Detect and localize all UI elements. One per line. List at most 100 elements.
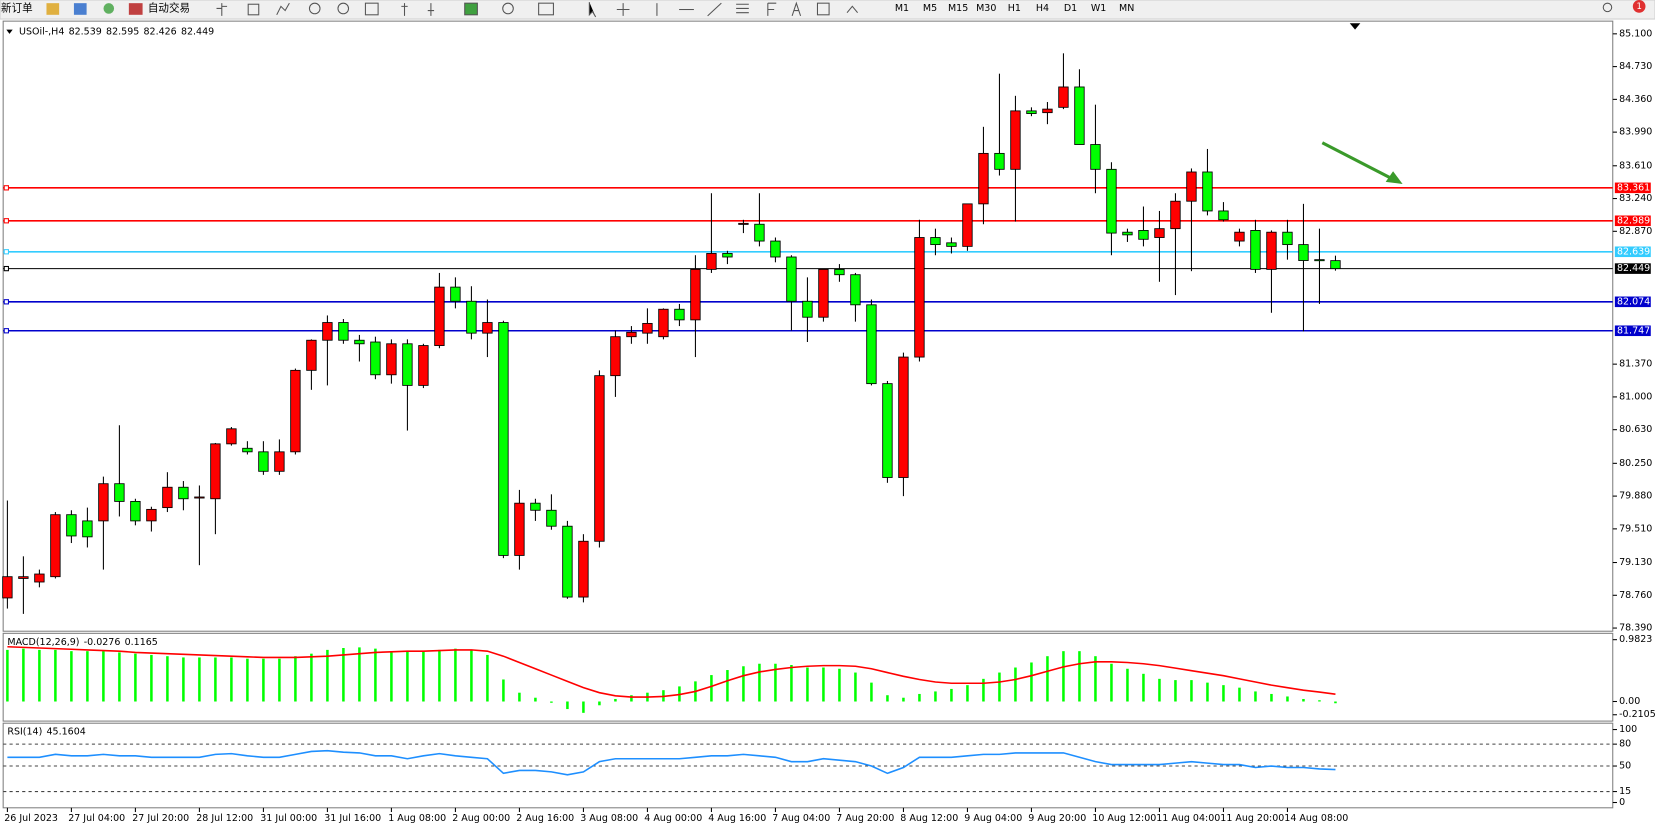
timeframe-label[interactable]: H4 [1036,3,1049,14]
icon[interactable] [588,2,597,18]
x-tick-label: 31 Jul 16:00 [324,813,381,824]
macd-bar [1302,698,1305,702]
candle-body [738,222,749,225]
candle-body [1330,260,1341,270]
timeframe-label[interactable]: M1 [895,3,909,14]
timeframe-label[interactable]: D1 [1064,3,1077,14]
macd-bar [438,649,441,702]
macd-bar [182,657,185,702]
candle-body [1026,110,1037,114]
candle-body [1154,228,1165,238]
macd-bar [486,654,489,702]
icon[interactable] [364,2,379,16]
icon[interactable] [216,3,228,16]
candle-body [34,573,45,583]
candle-body [1282,231,1293,246]
y-tick-label: 0 [1619,797,1625,808]
macd-bar [374,648,377,702]
auto-trading-button[interactable]: 自动交易 [148,1,190,14]
search-icon[interactable] [1602,2,1613,13]
macd-bar [278,658,281,702]
candle-body [386,343,397,376]
icon[interactable] [502,2,514,15]
icon[interactable] [103,3,115,14]
icon[interactable] [46,3,60,15]
macd-bar [342,648,345,702]
macd-bar [86,651,89,702]
price-line-handle [3,328,9,334]
timeframe-label[interactable]: M30 [976,3,996,14]
timeframe-label[interactable]: H1 [1008,3,1021,14]
icon[interactable] [846,5,859,14]
candle-body [18,576,29,579]
timeframe-button[interactable] [1085,2,1112,17]
timeframe-button[interactable] [1001,2,1028,17]
icon[interactable] [736,3,749,14]
icon[interactable] [464,2,478,16]
icon[interactable] [276,2,290,16]
icon[interactable] [247,3,260,16]
icon[interactable] [791,1,802,17]
tool-icons [216,1,1613,18]
timeframe-button[interactable] [945,2,971,17]
timeframe-button[interactable] [1057,2,1084,17]
candle-body [882,383,893,478]
macd-bar [822,667,825,702]
candle-body [946,242,957,247]
macd-bar [294,656,297,702]
candle-body [306,339,317,371]
icon[interactable] [73,3,87,15]
macd-bar [1334,701,1337,704]
timeframe-label[interactable]: M5 [923,3,937,14]
icon[interactable] [707,2,722,17]
x-tick-label: 27 Jul 20:00 [132,813,189,824]
icon[interactable] [538,2,554,16]
x-tick-label: 8 Aug 12:00 [900,813,958,824]
macd-bar [870,682,873,702]
candle-body [1202,171,1213,212]
new-order-button[interactable]: 新订单 [1,1,33,14]
icon[interactable] [616,3,630,16]
timeframe-button[interactable] [1114,2,1140,17]
timeframe-label[interactable]: W1 [1091,3,1106,14]
macd-bar [150,654,153,702]
macd-bar [518,692,521,702]
timeframe-label[interactable]: M15 [948,3,968,14]
timeframe-button[interactable] [889,2,915,17]
candle-body [642,322,653,334]
candle-body [290,369,301,453]
candle-body [146,508,157,522]
auto-trading-icon[interactable] [128,3,143,15]
icon[interactable] [337,2,350,15]
price-label-bg [1614,296,1651,308]
timeframe-button[interactable] [973,2,999,17]
timeframe-button[interactable] [1029,2,1056,17]
candle-body [466,300,477,334]
icon[interactable] [427,3,435,16]
candle-body [1218,210,1229,221]
y-tick-label: 83.990 [1619,127,1652,138]
timeframe-button[interactable] [917,2,943,17]
candle-body [1186,171,1197,202]
y-tick-label: 0.00 [1619,696,1640,707]
icon[interactable] [401,3,408,16]
y-tick-label: -0.2105 [1619,709,1655,720]
icon[interactable] [816,2,830,16]
timeframe-label[interactable]: MN [1119,3,1134,14]
icon[interactable] [767,2,777,16]
macd-bar [1270,693,1273,702]
candle-body [706,253,717,270]
toolbar-bg [0,0,1655,20]
candle-body [162,486,173,509]
y-tick-label: 80 [1619,739,1631,750]
alert-badge[interactable] [1632,0,1646,13]
macd-bar [1254,691,1257,702]
price-line-handle [3,249,9,255]
candle-body [450,286,461,302]
header-field: RSI(14) [7,726,42,737]
signal-line [7,645,1336,698]
y-tick-label: 78.390 [1619,623,1652,634]
y-tick-label: 84.730 [1619,61,1652,72]
icon[interactable] [308,2,321,15]
candle-body [210,443,221,500]
